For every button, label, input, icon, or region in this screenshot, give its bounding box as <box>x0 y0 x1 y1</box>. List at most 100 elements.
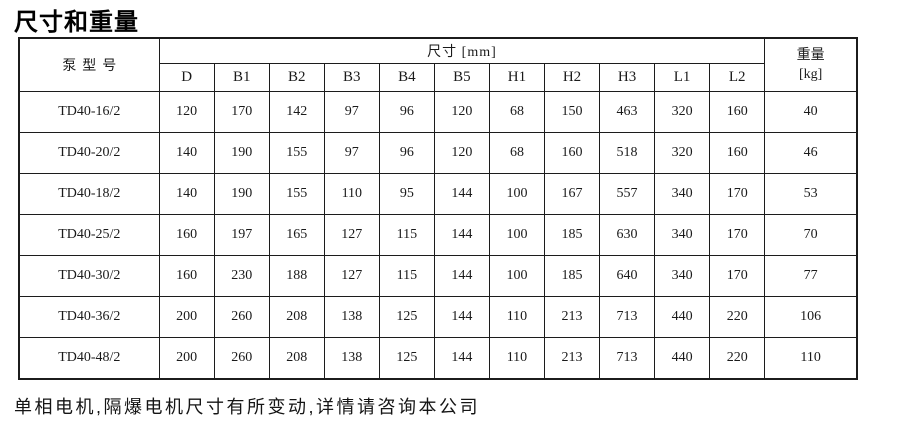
dim-value-cell: 100 <box>488 173 545 215</box>
dim-value-cell: 320 <box>654 132 711 174</box>
dim-column-header: H3 <box>599 63 656 92</box>
dim-value-cell: 190 <box>213 132 270 174</box>
dim-value-cell: 170 <box>709 255 766 297</box>
pump-model-cell: TD40-25/2 <box>18 214 160 256</box>
dim-column-header: D <box>158 63 215 92</box>
dim-value-cell: 713 <box>599 296 656 338</box>
dim-value-cell: 68 <box>488 132 545 174</box>
dim-column-header: H1 <box>488 63 545 92</box>
dim-column-header: B4 <box>378 63 435 92</box>
dim-value-cell: 68 <box>488 91 545 133</box>
dim-value-cell: 110 <box>488 337 545 380</box>
pump-model-cell: TD40-20/2 <box>18 132 160 174</box>
dim-value-cell: 208 <box>268 296 325 338</box>
dim-value-cell: 120 <box>433 132 490 174</box>
dim-value-cell: 190 <box>213 173 270 215</box>
dim-value-cell: 160 <box>709 91 766 133</box>
dim-value-cell: 120 <box>433 91 490 133</box>
dim-value-cell: 220 <box>709 296 766 338</box>
weight-value-cell: 46 <box>764 132 858 174</box>
pump-model-header: 泵型号 <box>18 37 160 92</box>
dim-value-cell: 320 <box>654 91 711 133</box>
dim-column-header-row: D B1 B2 B3 B4 B5 H1 H2 H3 L1 L2 <box>19 63 857 92</box>
dim-value-cell: 95 <box>378 173 435 215</box>
pump-model-cell: TD40-36/2 <box>18 296 160 338</box>
table-body: TD40-16/2 120 170 142 97 96 120 68 150 463 320 160 4… <box>18 91 858 380</box>
dim-value-cell: 213 <box>543 337 601 380</box>
dim-value-cell: 160 <box>158 214 215 256</box>
dim-value-cell: 115 <box>378 255 435 297</box>
dim-value-cell: 138 <box>323 296 380 338</box>
dim-column-header: L2 <box>709 63 766 92</box>
dim-column-header: B2 <box>268 63 325 92</box>
dim-value-cell: 144 <box>433 214 490 256</box>
table-row: TD40-18/2 140 190 155 110 95 144 100 167 557 340 17… <box>18 173 858 215</box>
table-row: TD40-48/2 200 260 208 138 125 144 110 213 713 440 2… <box>18 337 858 380</box>
dim-value-cell: 340 <box>654 173 711 215</box>
footer-note: 单相电机,隔爆电机尺寸有所变动,详情请咨询本公司 <box>14 397 480 417</box>
dim-value-cell: 230 <box>213 255 270 297</box>
dim-value-cell: 144 <box>433 255 490 297</box>
dim-value-cell: 200 <box>158 296 215 338</box>
dim-value-cell: 188 <box>268 255 325 297</box>
dim-value-cell: 260 <box>213 337 270 380</box>
table-row: TD40-36/2 200 260 208 138 125 144 110 213 713 440 2… <box>18 296 858 338</box>
dim-value-cell: 440 <box>654 296 711 338</box>
dim-value-cell: 165 <box>268 214 325 256</box>
dim-value-cell: 97 <box>323 91 380 133</box>
dim-value-cell: 115 <box>378 214 435 256</box>
dim-column-header: B1 <box>213 63 270 92</box>
pump-model-cell: TD40-18/2 <box>18 173 160 215</box>
dim-column-header: B5 <box>433 63 490 92</box>
dim-column-header: H2 <box>543 63 601 92</box>
pump-model-cell: TD40-16/2 <box>18 91 160 133</box>
weight-value-cell: 70 <box>764 214 858 256</box>
dim-value-cell: 125 <box>378 296 435 338</box>
weight-value-cell: 110 <box>764 337 858 380</box>
dim-value-cell: 110 <box>323 173 380 215</box>
dim-value-cell: 144 <box>433 296 490 338</box>
dimensions-weight-table: 泵型号 尺寸 [mm] 重量 [kg] D B1 B2 B3 B4 B5 H1 H2 H3 L1 L… <box>18 37 858 380</box>
dim-value-cell: 640 <box>599 255 656 297</box>
dim-value-cell: 340 <box>654 255 711 297</box>
table-row: TD40-16/2 120 170 142 97 96 120 68 150 463 320 160 4… <box>18 91 858 133</box>
dim-value-cell: 197 <box>213 214 270 256</box>
dim-value-cell: 170 <box>709 214 766 256</box>
dim-value-cell: 144 <box>433 337 490 380</box>
weight-value-cell: 40 <box>764 91 858 133</box>
page-title: 尺寸和重量 <box>14 9 139 36</box>
dim-value-cell: 110 <box>488 296 545 338</box>
dim-value-cell: 260 <box>213 296 270 338</box>
dim-value-cell: 96 <box>378 91 435 133</box>
dim-value-cell: 463 <box>599 91 656 133</box>
weight-value-cell: 106 <box>764 296 858 338</box>
dim-value-cell: 170 <box>213 91 270 133</box>
dim-value-cell: 140 <box>158 173 215 215</box>
dim-value-cell: 142 <box>268 91 325 133</box>
dim-value-cell: 208 <box>268 337 325 380</box>
dim-value-cell: 200 <box>158 337 215 380</box>
dim-value-cell: 185 <box>543 214 601 256</box>
dimensions-group-header: 尺寸 [mm] <box>158 37 766 64</box>
dim-column-header: L1 <box>654 63 711 92</box>
dim-value-cell: 100 <box>488 255 545 297</box>
dim-value-cell: 713 <box>599 337 656 380</box>
dim-value-cell: 125 <box>378 337 435 380</box>
dim-value-cell: 340 <box>654 214 711 256</box>
table-header: 泵型号 尺寸 [mm] 重量 [kg] D B1 B2 B3 B4 B5 H1 H2 H3 L1 L… <box>18 37 858 92</box>
dim-value-cell: 127 <box>323 255 380 297</box>
dim-value-cell: 155 <box>268 132 325 174</box>
pump-model-cell: TD40-30/2 <box>18 255 160 297</box>
dim-value-cell: 185 <box>543 255 601 297</box>
dim-value-cell: 518 <box>599 132 656 174</box>
table-row: TD40-25/2 160 197 165 127 115 144 100 185 630 340 1… <box>18 214 858 256</box>
header-row-top: 泵型号 尺寸 [mm] 重量 [kg] <box>18 37 858 92</box>
dim-value-cell: 160 <box>543 132 601 174</box>
dim-value-cell: 155 <box>268 173 325 215</box>
dim-value-cell: 127 <box>323 214 380 256</box>
dim-value-cell: 630 <box>599 214 656 256</box>
dim-value-cell: 160 <box>158 255 215 297</box>
weight-value-cell: 77 <box>764 255 858 297</box>
dim-value-cell: 100 <box>488 214 545 256</box>
